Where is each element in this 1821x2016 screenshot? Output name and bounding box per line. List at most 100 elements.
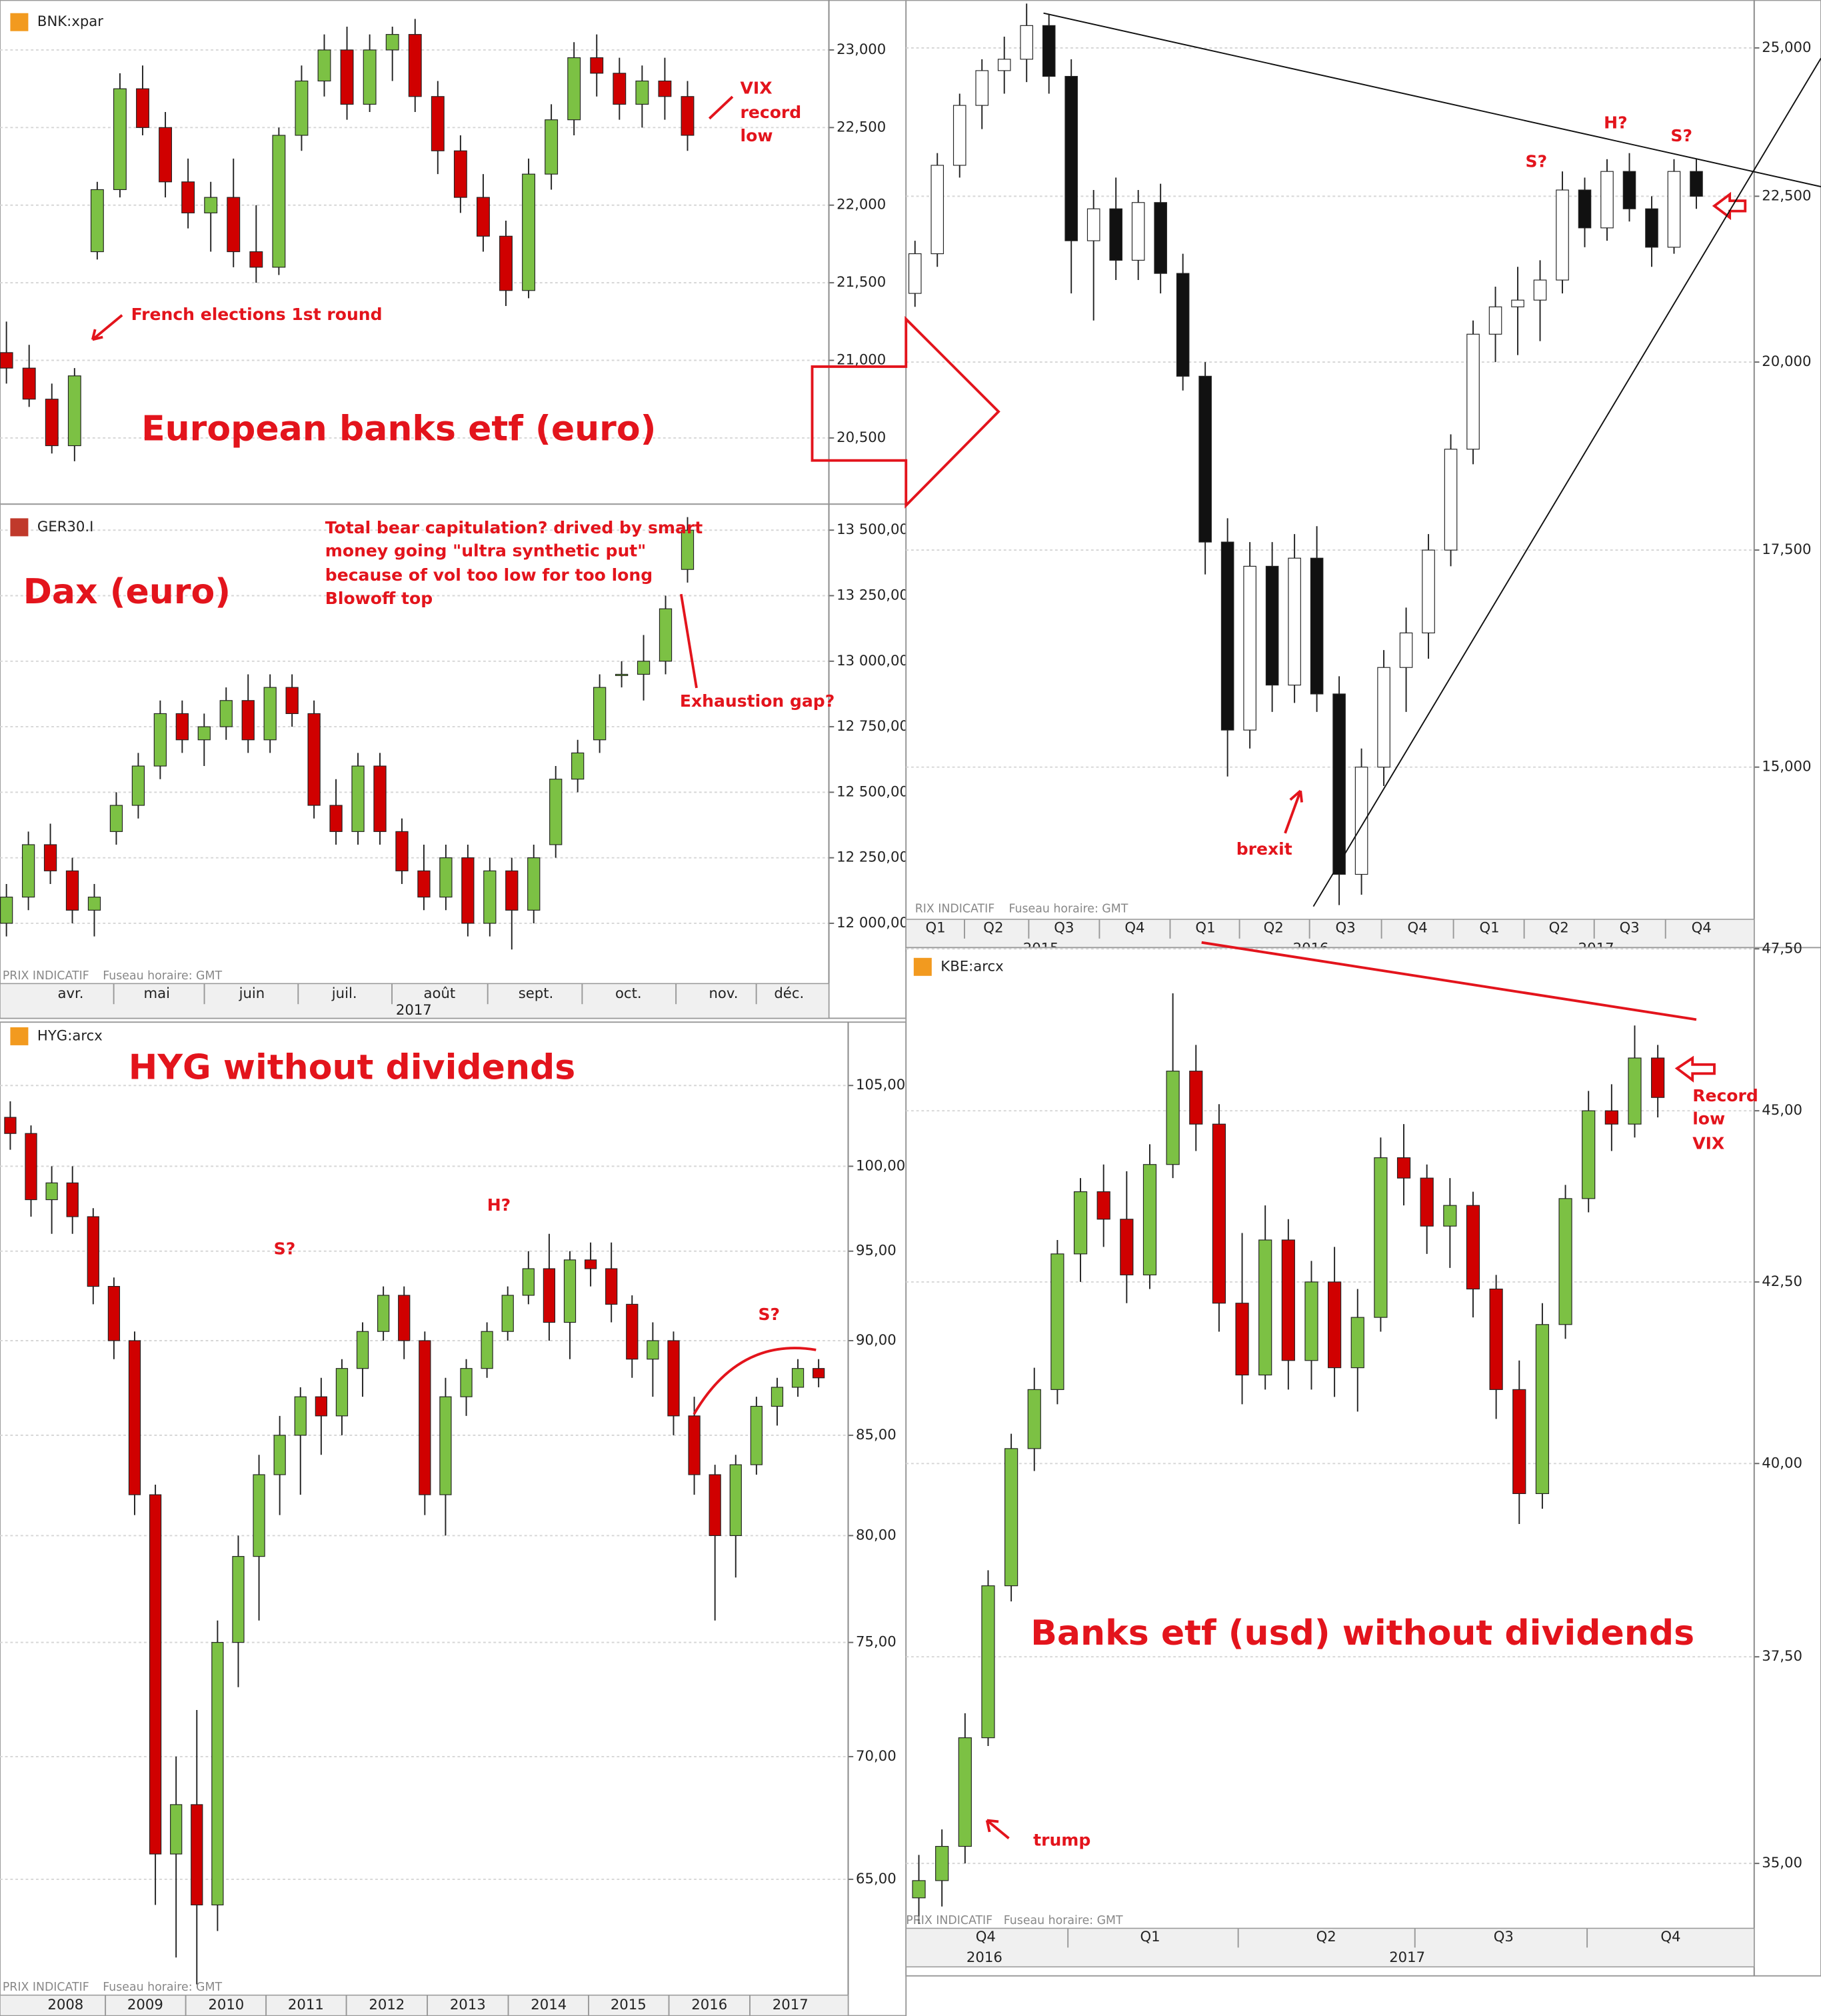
candle-body	[1086, 208, 1100, 241]
symbol[interactable]: HYG:arcx	[37, 1027, 103, 1043]
candle-body	[615, 673, 629, 676]
year-label: 2017	[1389, 1949, 1425, 1965]
candle-body	[340, 49, 354, 105]
candle-body	[1020, 25, 1033, 60]
candle-body	[1444, 449, 1458, 551]
candle-body	[272, 135, 286, 268]
x-tick-label: Q3	[1054, 919, 1074, 935]
y-tick-label: 15,000	[1762, 758, 1811, 775]
annotation: VIX	[1692, 1133, 1724, 1153]
candle-body	[1420, 1177, 1434, 1227]
candle-body	[505, 870, 519, 911]
candle-body	[317, 49, 331, 82]
candle-body	[315, 1396, 327, 1417]
candle-body	[1354, 767, 1368, 875]
candle-body	[204, 197, 218, 213]
y-tick-label: 95,00	[856, 1242, 897, 1259]
annotation: S?	[759, 1305, 781, 1324]
arrow	[985, 1819, 1010, 1839]
y-tick-label: 85,00	[856, 1426, 897, 1443]
candle-body	[107, 1285, 121, 1341]
annotation: S?	[1526, 151, 1548, 171]
candle-body	[67, 375, 81, 447]
candle-body	[373, 765, 387, 832]
candle-body	[295, 80, 309, 136]
y-tick-label: 13 500,00	[837, 521, 909, 537]
candle-body	[681, 529, 695, 570]
trend-line	[1312, 57, 1821, 907]
source-note: RIX INDICATIF	[915, 903, 994, 916]
y-tick-label: 65,00	[856, 1870, 897, 1887]
annotation: low	[1692, 1109, 1725, 1129]
candle-body	[249, 251, 263, 268]
candle-body	[21, 844, 35, 898]
candle-body	[181, 181, 195, 213]
candle-body	[1558, 1198, 1572, 1325]
candle-body	[908, 253, 922, 294]
candle-body	[45, 399, 59, 447]
candle-body	[1166, 1071, 1180, 1165]
y-tick-label: 35,00	[1762, 1854, 1802, 1871]
x-tick-label: Q1	[1195, 919, 1215, 935]
candle-body	[1645, 208, 1658, 248]
candle-body	[522, 173, 536, 291]
symbol[interactable]: GER30.I	[37, 518, 93, 535]
candle-body	[22, 367, 36, 400]
chart-title: European banks etf (euro)	[141, 409, 656, 449]
candle-body	[1198, 375, 1212, 543]
arrow	[91, 314, 123, 341]
y-tick-label: 37,50	[1762, 1647, 1802, 1664]
candle-body	[149, 1494, 162, 1855]
symbol-icon	[10, 13, 29, 31]
candle-body	[1622, 171, 1636, 209]
candle-body	[729, 1464, 742, 1536]
symbol[interactable]: BNK:xpar	[37, 13, 103, 29]
candle-body	[567, 57, 581, 121]
y-tick-label: 22,500	[837, 118, 886, 135]
candle-body	[45, 1182, 58, 1201]
x-tick-label: 2013	[450, 1996, 486, 2013]
candle-body	[90, 189, 104, 253]
candle-body	[395, 831, 409, 871]
y-tick-label: 47,50	[1762, 939, 1802, 956]
annotation: H?	[1604, 113, 1628, 133]
candle-body	[1489, 1288, 1503, 1390]
x-tick-label: Q1	[1479, 919, 1499, 935]
candle-body	[688, 1415, 701, 1475]
candle-body	[1512, 1389, 1526, 1495]
candle-body	[197, 726, 211, 741]
candles	[0, 517, 695, 950]
x-tick-label: Q1	[1140, 1928, 1160, 1945]
candle-body	[385, 34, 399, 51]
y-tick-label: 75,00	[856, 1633, 897, 1650]
candle-body	[1281, 1239, 1295, 1361]
candle-body	[294, 1396, 307, 1436]
candle-body	[1628, 1057, 1642, 1125]
candle-body	[527, 857, 541, 911]
x-tick-label: août	[424, 985, 456, 1001]
candle-body	[791, 1368, 805, 1388]
symbol-icon	[913, 957, 932, 976]
chart-title: HYG without dividends	[129, 1048, 575, 1088]
candles	[912, 993, 1665, 1924]
candle-body	[136, 88, 149, 128]
candle-body	[65, 870, 79, 911]
x-tick-label: mai	[143, 985, 170, 1001]
candle-body	[813, 1368, 825, 1379]
y-tick-label: 12 000,00	[837, 914, 909, 931]
candle-body	[483, 870, 497, 924]
candle-body	[419, 1340, 431, 1495]
symbol[interactable]: KBE:arcx	[940, 957, 1003, 974]
time-axis	[905, 1927, 1755, 1968]
candle-body	[1027, 1389, 1041, 1449]
candle-body	[1109, 208, 1122, 261]
candle-body	[975, 70, 989, 106]
candle-body	[232, 1556, 245, 1643]
x-tick-label: 2010	[208, 1996, 244, 2013]
y-tick-label: 23,000	[837, 41, 886, 57]
x-tick-label: 2008	[47, 1996, 83, 2013]
candle-body	[227, 197, 241, 253]
candle-body	[584, 1259, 597, 1269]
candle-body	[307, 713, 321, 806]
candle-body	[1176, 273, 1190, 377]
